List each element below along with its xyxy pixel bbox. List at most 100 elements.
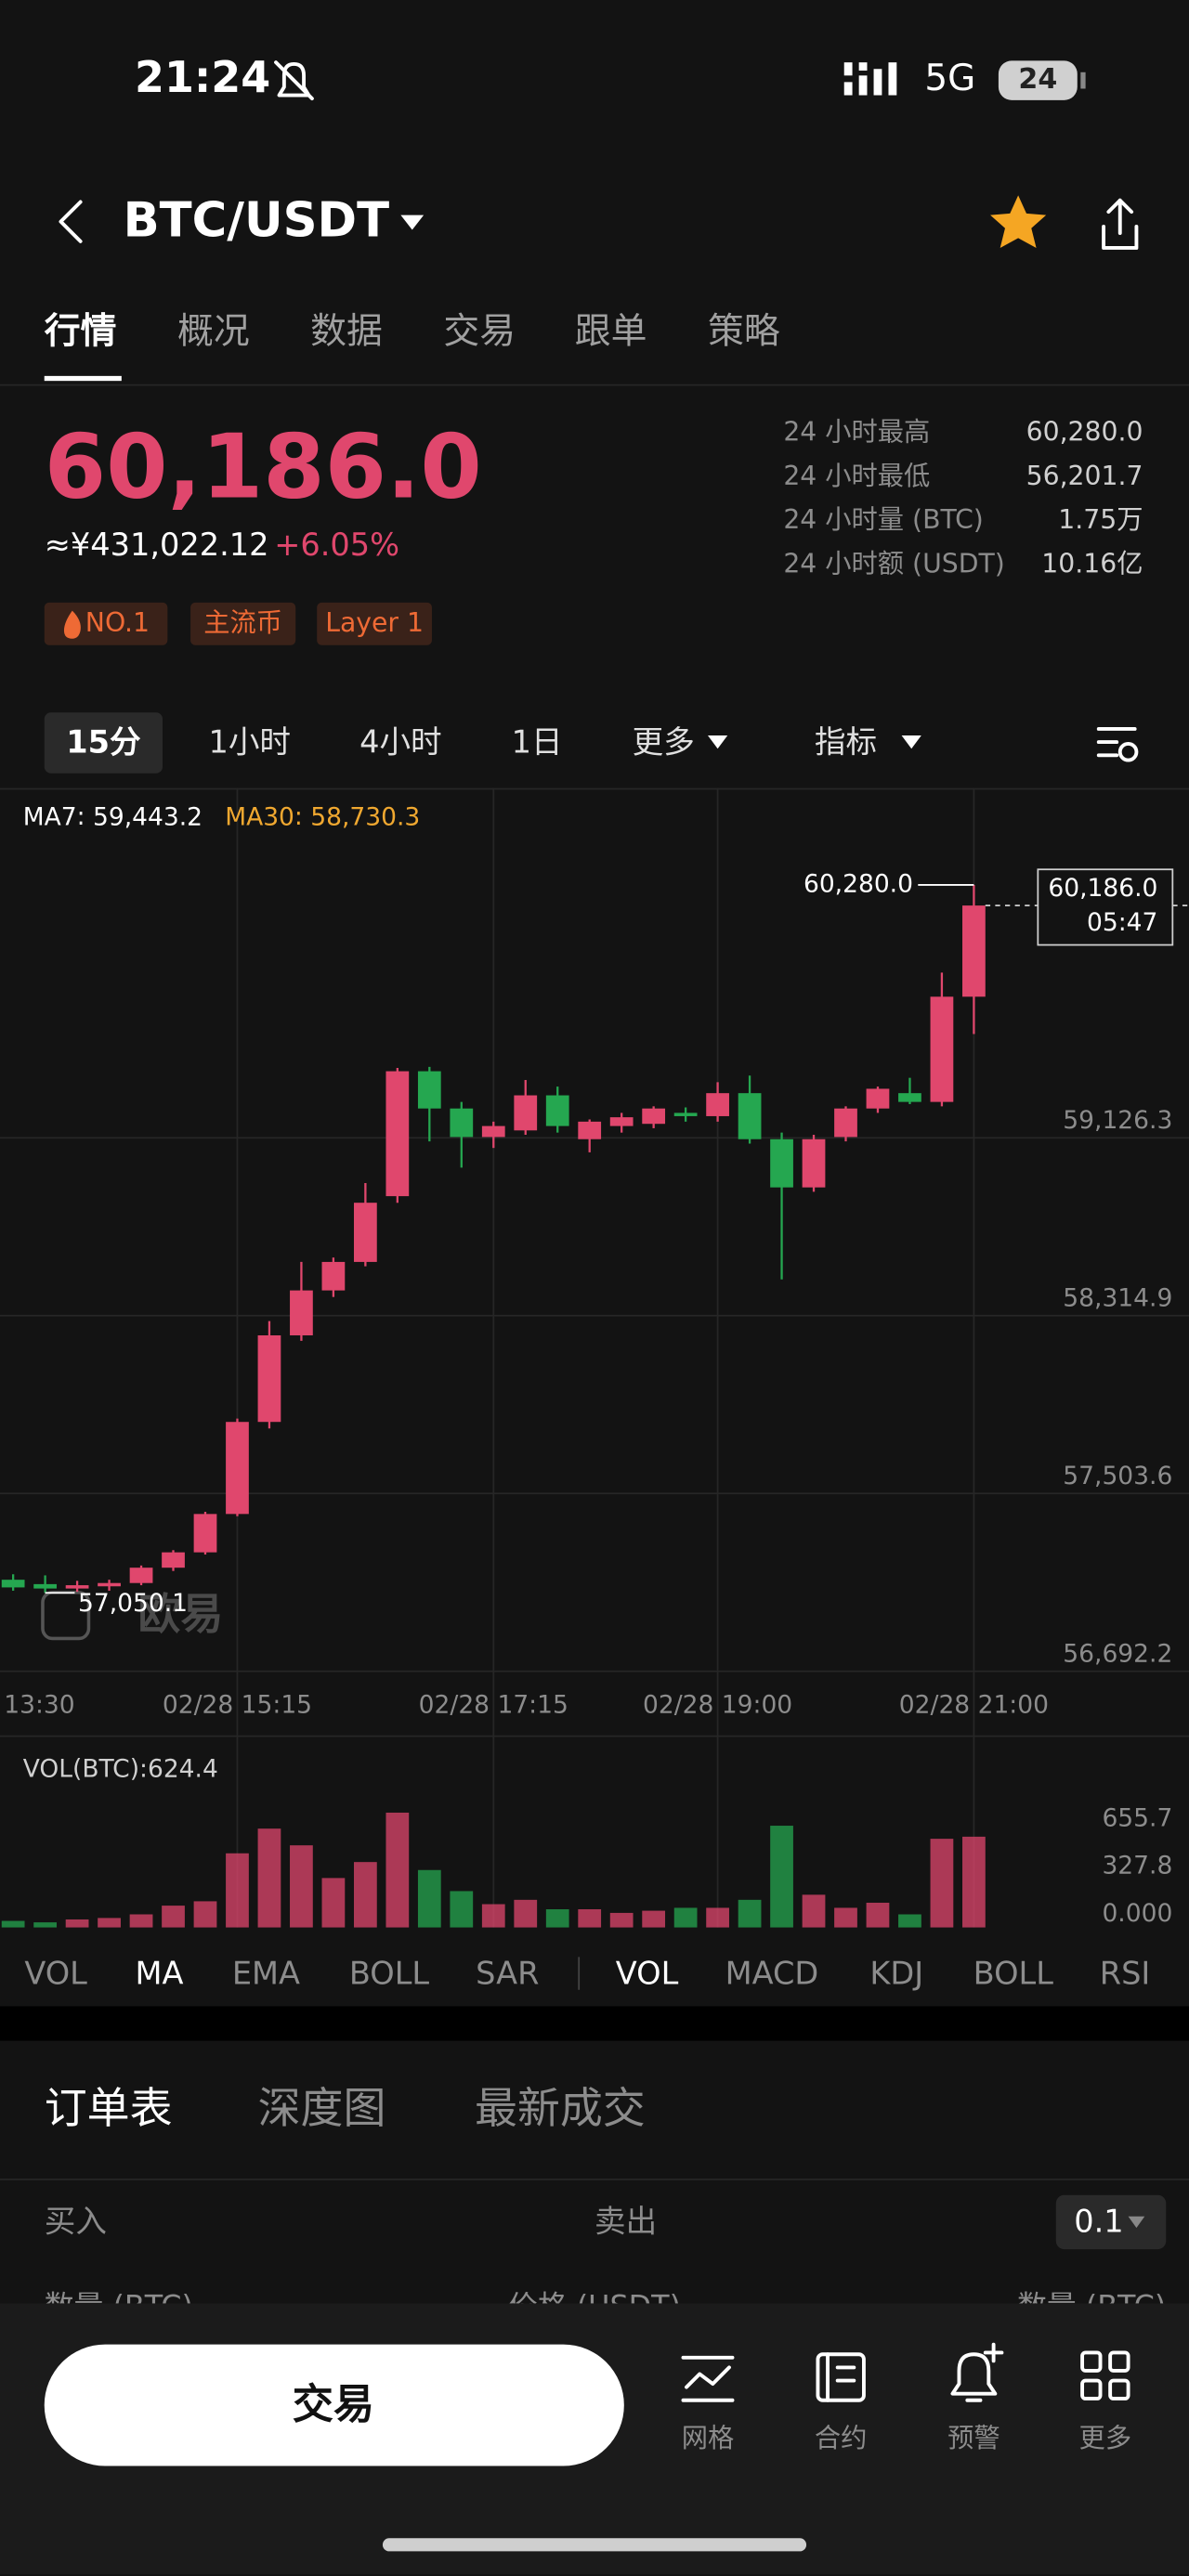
candle-body xyxy=(738,1093,762,1139)
volume-bar xyxy=(129,1914,153,1928)
timeframe[interactable]: 4小时 xyxy=(359,723,442,760)
bottom-item[interactable]: 合约 xyxy=(815,2423,868,2453)
chart-settings[interactable] xyxy=(1096,727,1139,762)
tags: NO.1 主流币 Layer 1 xyxy=(44,602,432,645)
candle-body xyxy=(673,1112,698,1116)
sub-indicator[interactable]: MACD xyxy=(725,1955,819,1991)
stat-value: 1.75万 xyxy=(1058,504,1143,535)
sub-indicator[interactable]: VOL xyxy=(616,1955,679,1991)
timeframe[interactable]: 更多 xyxy=(633,723,695,760)
main-indicator[interactable]: MA xyxy=(136,1955,184,1991)
flame-icon xyxy=(63,610,81,639)
tab[interactable]: 策略 xyxy=(708,310,780,352)
order-tab[interactable]: 最新成交 xyxy=(475,2083,646,2133)
main-indicator[interactable]: VOL xyxy=(24,1955,87,1991)
divider xyxy=(0,787,1189,790)
legend-value: 59,443.2 xyxy=(93,802,203,831)
back-button[interactable] xyxy=(59,200,83,243)
candle-body xyxy=(866,1088,890,1109)
alert-icon[interactable] xyxy=(950,2342,1004,2402)
tag: NO.1 xyxy=(85,607,150,638)
volume-bar xyxy=(578,1909,602,1928)
step-value[interactable]: 0.1 xyxy=(1074,2203,1123,2239)
volume-bar xyxy=(930,1839,954,1928)
favorite-star[interactable] xyxy=(990,195,1047,248)
battery-tip xyxy=(1080,72,1086,89)
stat-label: 24 小时额 (USDT) xyxy=(783,548,1004,579)
timeframe[interactable]: 1日 xyxy=(512,723,563,760)
contract-icon[interactable] xyxy=(816,2352,866,2402)
timeframe-bar: 15分 1小时 4小时 1日 更多 指标 xyxy=(66,723,877,760)
bottom-item[interactable]: 预警 xyxy=(947,2423,1000,2453)
candle-body xyxy=(642,1108,666,1125)
trade-button-label[interactable]: 交易 xyxy=(293,2381,374,2428)
candle-body xyxy=(802,1138,826,1188)
volume-bar xyxy=(962,1836,986,1928)
candle-body xyxy=(481,1125,505,1138)
cny-price: ≈¥431,022.12 xyxy=(45,527,269,563)
volume-bar xyxy=(226,1853,249,1928)
bottom-items: 网格 合约 预警 更多 xyxy=(682,2423,1131,2453)
tab[interactable]: 数据 xyxy=(310,310,383,352)
tag: Layer 1 xyxy=(325,607,424,638)
legend-name: MA30 xyxy=(225,802,294,831)
more-icon[interactable] xyxy=(1080,2350,1130,2400)
stats: 24 小时最高 60,280.0 24 小时最低 56,201.7 24 小时量 (BT… xyxy=(783,417,1143,579)
sub-indicator[interactable]: BOLL xyxy=(973,1955,1054,1991)
timeframe[interactable]: 15分 xyxy=(66,723,141,760)
timeframe[interactable]: 1小时 xyxy=(208,723,291,760)
trade-button[interactable] xyxy=(44,2344,624,2466)
main-indicator[interactable]: SAR xyxy=(476,1955,539,1991)
order-tabs: 订单表 深度图 最新成交 xyxy=(45,2083,646,2133)
volume-bar xyxy=(481,1904,505,1928)
indicator-divider xyxy=(578,1957,581,1990)
candle-body xyxy=(321,1261,346,1291)
order-tab[interactable]: 深度图 xyxy=(258,2083,386,2133)
order-tab[interactable]: 订单表 xyxy=(45,2083,173,2133)
candle-body xyxy=(129,1568,153,1583)
volume-bar xyxy=(193,1901,217,1928)
tab[interactable]: 行情 xyxy=(45,310,117,352)
volume-bar xyxy=(834,1907,857,1928)
volume-bar xyxy=(866,1902,890,1928)
step-select[interactable] xyxy=(1055,2194,1167,2250)
x-tick-label: 02/28 21:00 xyxy=(899,1690,1049,1719)
candle-body xyxy=(290,1290,313,1335)
last-price-box xyxy=(1037,868,1174,946)
charts: 56,692.2 57,503.6 58,314.9 59,126.3 13:30 02/… xyxy=(0,787,1189,1928)
home-indicator xyxy=(382,2538,807,2552)
grid-icon[interactable] xyxy=(681,2355,735,2402)
sub-indicator[interactable]: KDJ xyxy=(869,1955,923,1991)
bottom-item[interactable]: 更多 xyxy=(1079,2423,1132,2453)
timeframe[interactable]: 指标 xyxy=(815,723,877,760)
tag-bg xyxy=(317,602,432,645)
candle-body xyxy=(545,1095,569,1126)
price-change: +6.05% xyxy=(274,527,399,563)
main-indicator[interactable]: EMA xyxy=(232,1955,300,1991)
tab[interactable]: 概况 xyxy=(177,310,250,352)
tab[interactable]: 交易 xyxy=(443,310,516,352)
sub-indicator[interactable]: RSI xyxy=(1100,1955,1151,1991)
volume-bar xyxy=(609,1912,634,1928)
pair-dropdown[interactable] xyxy=(400,215,425,230)
share-button[interactable] xyxy=(1102,198,1139,250)
divider xyxy=(0,1735,1189,1737)
stat-label: 24 小时最高 xyxy=(783,417,930,448)
volume-bar xyxy=(321,1878,346,1928)
candle-body xyxy=(162,1552,185,1568)
tab[interactable]: 跟单 xyxy=(575,310,647,352)
bottom-item[interactable]: 网格 xyxy=(682,2423,735,2453)
volume-bar xyxy=(65,1919,89,1928)
indicator-dropdown[interactable] xyxy=(901,735,921,749)
step-dropdown[interactable] xyxy=(1128,2216,1145,2229)
more-dropdown[interactable] xyxy=(707,735,728,749)
legend-entry: MA30: 58,730.3 xyxy=(225,802,420,831)
y-tick-label: 56,692.2 xyxy=(1063,1640,1172,1669)
status-time: 21:24 xyxy=(135,52,270,102)
candle-body xyxy=(578,1121,602,1139)
pair-title[interactable]: BTC/USDT xyxy=(124,192,389,248)
main-indicator[interactable]: BOLL xyxy=(349,1955,430,1991)
stat-label: 24 小时量 (BTC) xyxy=(783,504,984,535)
